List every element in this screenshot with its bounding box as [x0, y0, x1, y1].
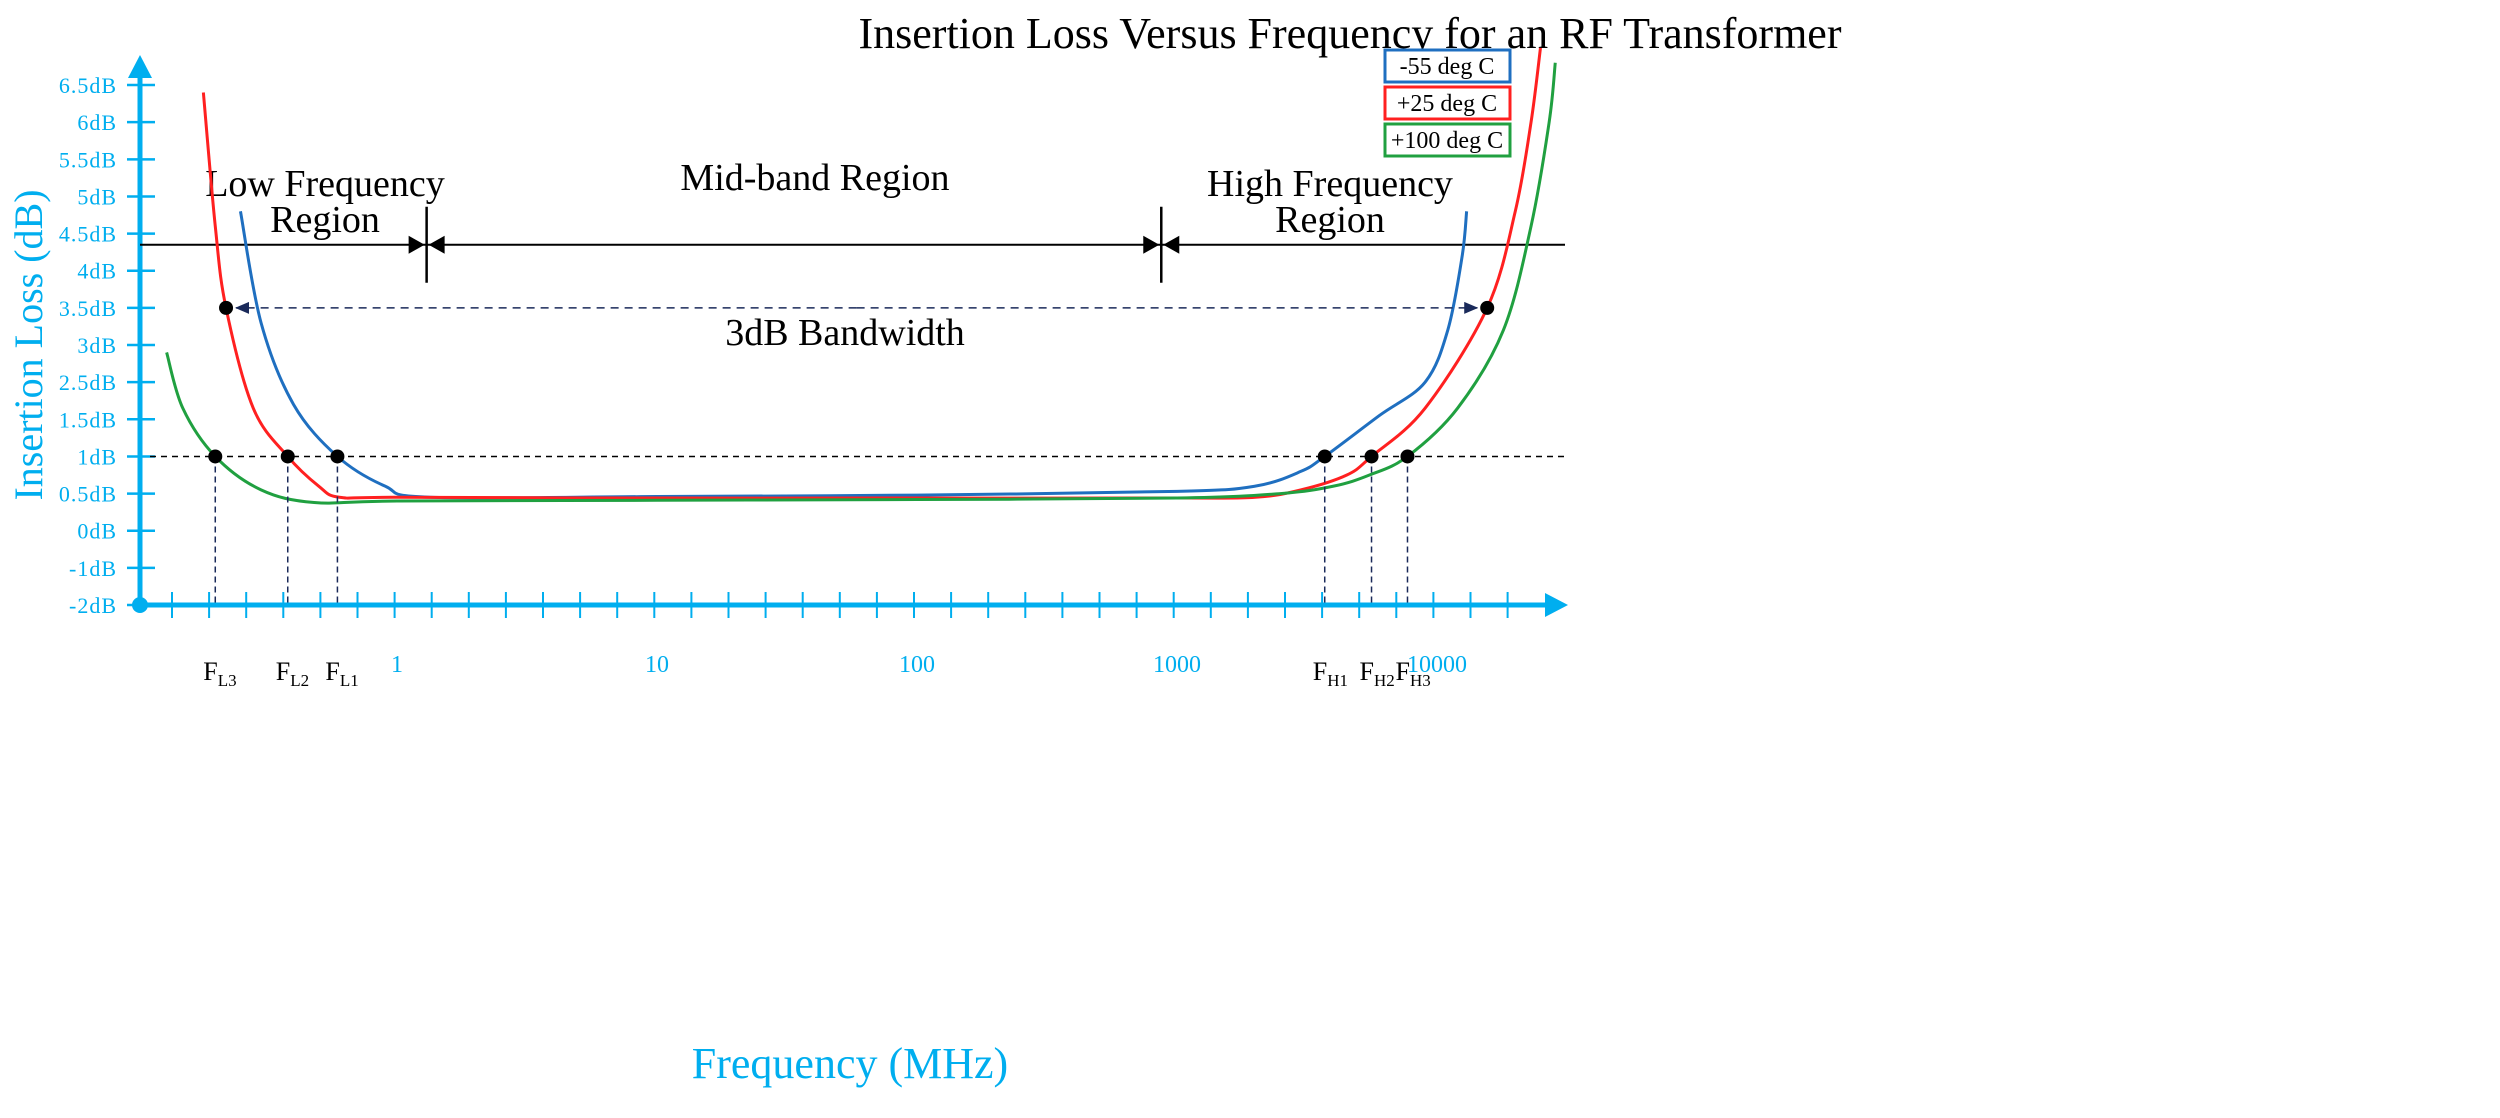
y-tick-label: -2dB: [69, 593, 117, 618]
bandwidth-label: 3dB Bandwidth: [725, 312, 965, 354]
marker-point: [280, 449, 295, 464]
y-tick-label: 3.5dB: [59, 296, 117, 321]
y-tick-label: 1dB: [77, 444, 117, 469]
marker-point: [1400, 449, 1415, 464]
region-low-label-1: Low Frequency: [205, 163, 445, 205]
y-tick-label: 2.5dB: [59, 370, 117, 395]
y-tick-label: 3dB: [77, 333, 117, 358]
y-tick-label: 4.5dB: [59, 222, 117, 247]
marker-label: FL1: [325, 657, 358, 690]
marker-point: [1317, 449, 1332, 464]
marker-label: FL3: [203, 657, 236, 690]
x-tick-label: 10: [645, 652, 669, 678]
bandwidth-point-low: [219, 300, 234, 315]
legend-label: -55 deg C: [1400, 54, 1495, 80]
region-high-label-1: High Frequency: [1207, 163, 1453, 205]
y-tick-label: 1.5dB: [59, 407, 117, 432]
marker-label: FL2: [276, 657, 309, 690]
y-tick-label: 5.5dB: [59, 147, 117, 172]
y-tick-label: -1dB: [69, 556, 117, 581]
legend-label: +100 deg C: [1391, 128, 1503, 154]
legend-label: +25 deg C: [1397, 91, 1497, 117]
series-line-1: [201, 47, 1542, 500]
region-mid-label: Mid-band Region: [680, 157, 949, 199]
legend-box-2: [1383, 122, 1512, 158]
region-low-label-2: Region: [270, 199, 380, 241]
y-axis-label: Insertion Loss (dB): [6, 189, 51, 500]
marker-point: [1364, 449, 1379, 464]
marker-point: [208, 449, 223, 464]
y-tick-label: 6dB: [77, 110, 117, 135]
chart-title: Insertion Loss Versus Frequency for an R…: [859, 9, 1842, 58]
y-tick-label: 5dB: [77, 184, 117, 209]
y-tick-label: 4dB: [77, 259, 117, 284]
y-tick-label: 6.5dB: [59, 73, 117, 98]
series-line-0: [238, 211, 1469, 500]
legend-box-0: [1383, 48, 1512, 84]
x-axis-arrow: [1545, 593, 1568, 617]
x-tick-label: 100: [899, 652, 935, 678]
x-axis-label: Frequency (MHz): [692, 1039, 1008, 1088]
y-tick-label: 0.5dB: [59, 482, 117, 507]
region-arrow-left: [408, 235, 425, 254]
y-axis-arrow: [128, 55, 152, 78]
bandwidth-point-high: [1480, 300, 1495, 315]
y-tick-label: 0dB: [77, 519, 117, 544]
marker-label: FH3: [1395, 657, 1430, 690]
region-arrow-right: [428, 235, 445, 254]
region-arrow-left: [1143, 235, 1160, 254]
marker-label: FH1: [1313, 657, 1348, 690]
x-tick-label: 1000: [1153, 652, 1201, 678]
series-line-2: [165, 62, 1557, 505]
x-tick-label: 10000: [1407, 652, 1467, 678]
region-arrow-right: [1163, 235, 1180, 254]
legend-box-1: [1383, 85, 1512, 121]
marker-label: FH2: [1360, 657, 1395, 690]
x-tick-label: 1: [391, 652, 403, 678]
region-high-label-2: Region: [1275, 199, 1385, 241]
marker-point: [330, 449, 345, 464]
